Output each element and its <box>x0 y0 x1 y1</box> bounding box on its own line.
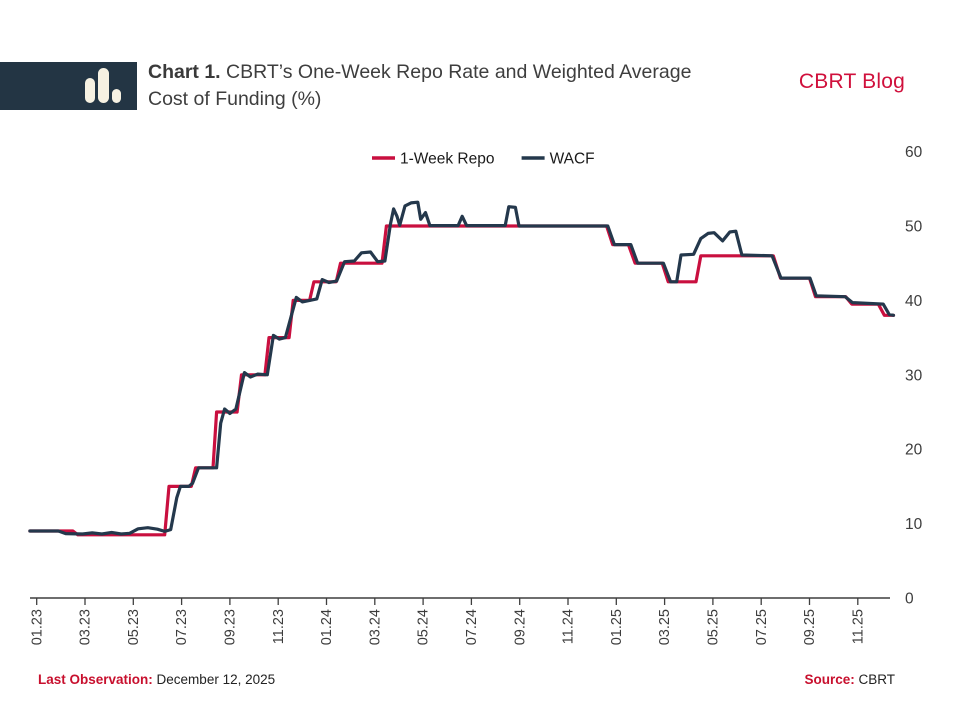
x-tick-label: 11.23 <box>271 609 287 644</box>
last-observation-value: December 12, 2025 <box>156 672 276 687</box>
line-chart: 01.23 03.23 05.23 07.23 09.23 11.23 01.24 03.24… <box>28 144 923 645</box>
series-line-1-week-repo <box>28 224 896 537</box>
source: Source: CBRT <box>804 672 895 687</box>
chart-title: Chart 1. CBRT’s One-Week Repo Rate and W… <box>148 59 778 113</box>
x-tick-label: 01.23 <box>29 609 45 645</box>
y-tick-label: 10 <box>905 516 923 533</box>
x-tick-label: 05.25 <box>706 609 722 645</box>
legend-label: WACF <box>550 151 595 168</box>
x-tick-label: 01.25 <box>609 609 625 645</box>
x-tick-label: 07.24 <box>464 609 480 645</box>
x-tick-label: 03.25 <box>657 609 673 645</box>
y-tick-label: 20 <box>905 442 923 459</box>
x-tick-label: 09.25 <box>802 609 818 645</box>
bar-chart-icon <box>85 68 121 103</box>
series-line-wacf <box>28 200 896 536</box>
x-tick-label: 09.24 <box>512 609 528 645</box>
x-tick-label: 03.24 <box>367 609 383 645</box>
x-tick-label: 07.25 <box>754 609 770 645</box>
source-value: CBRT <box>858 672 895 687</box>
y-tick-label: 30 <box>905 367 923 384</box>
y-tick-label: 40 <box>905 293 923 310</box>
y-tick-label: 0 <box>905 591 914 608</box>
last-observation: Last Observation: December 12, 2025 <box>38 672 275 687</box>
chart-area: 01.23 03.23 05.23 07.23 09.23 11.23 01.24 03.24… <box>0 130 960 660</box>
chart-title-label: Chart 1. <box>148 61 221 83</box>
chart-title-line2: Cost of Funding (%) <box>148 88 322 110</box>
chart-title-line1: CBRT’s One-Week Repo Rate and Weighted A… <box>226 61 692 83</box>
x-tick-label: 09.23 <box>223 609 239 645</box>
source-label: Source: <box>804 672 855 687</box>
x-tick-label: 05.24 <box>416 609 432 645</box>
footer: Last Observation: December 12, 2025 Sour… <box>0 672 960 687</box>
x-tick-label: 11.24 <box>561 609 577 644</box>
cbrt-blog-wordmark: CBRT Blog <box>798 70 905 93</box>
x-tick-label: 07.23 <box>174 609 190 645</box>
cbrt-logo <box>0 62 137 110</box>
y-tick-label: 60 <box>905 144 923 161</box>
x-tick-label: 01.24 <box>319 609 335 645</box>
last-observation-label: Last Observation: <box>38 672 153 687</box>
legend-label: 1-Week Repo <box>400 151 494 168</box>
x-tick-label: 03.23 <box>78 609 94 645</box>
x-tick-label: 11.25 <box>850 609 866 644</box>
x-tick-label: 05.23 <box>126 609 142 645</box>
y-tick-label: 50 <box>905 219 923 236</box>
